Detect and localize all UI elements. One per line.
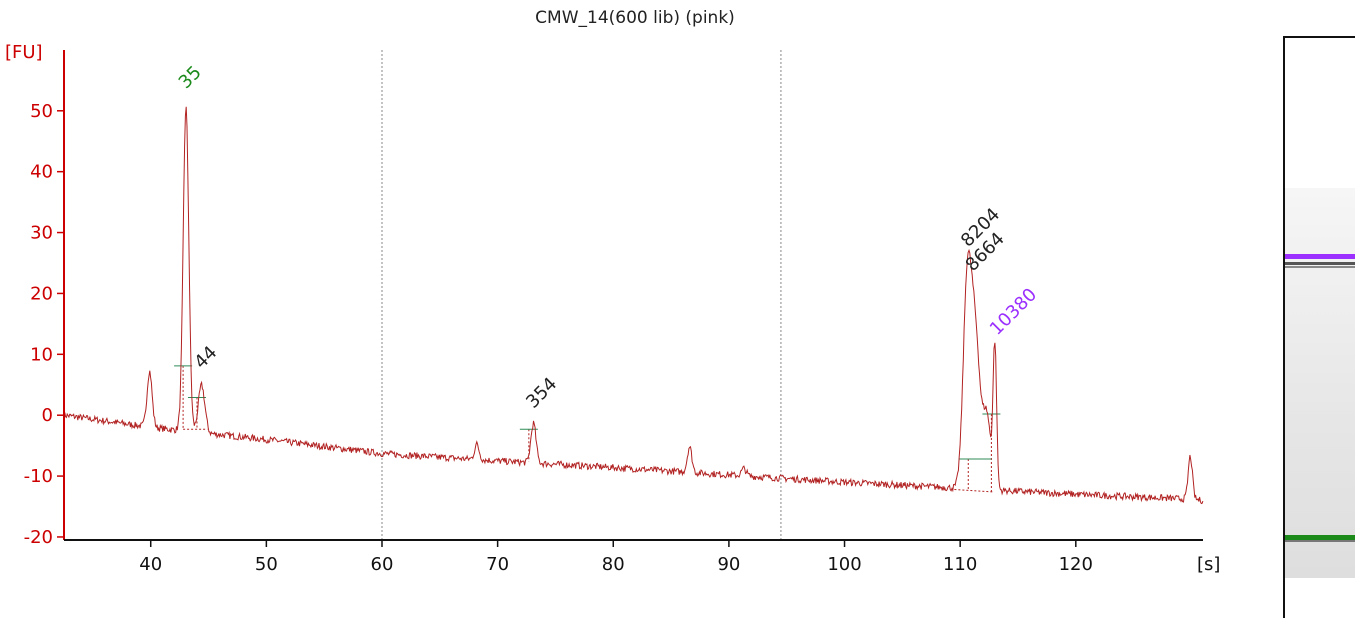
x-tick-label: 100	[827, 554, 861, 575]
x-tick-label: 40	[139, 554, 162, 575]
y-tick-label: -10	[24, 466, 53, 487]
integration-baseline	[954, 488, 994, 493]
chart-title: CMW_14(600 lib) (pink)	[535, 8, 735, 28]
y-tick-label: 20	[30, 283, 53, 304]
gel-band	[1285, 540, 1355, 542]
x-tick-label: 60	[371, 554, 394, 575]
gel-image-panel	[1283, 36, 1355, 618]
fluorescence-trace	[63, 106, 1204, 505]
x-tick-label: 120	[1059, 554, 1093, 575]
y-tick-label: 30	[30, 223, 53, 244]
y-axis-label: [FU]	[5, 42, 43, 63]
axes: -20 -10 0 10 20 30 40 50 [FU] 40 50 60 70 80 90 100 110 1…	[5, 42, 1220, 575]
peak-label: 44	[190, 342, 221, 373]
x-tick-label: 70	[486, 554, 509, 575]
gel-band	[1285, 254, 1355, 259]
x-tick-label: 110	[943, 554, 977, 575]
gel-band	[1285, 535, 1355, 540]
integration-markers	[174, 365, 1001, 493]
peak-label: 354	[522, 373, 561, 412]
x-tick-label: 80	[602, 554, 625, 575]
y-tick-label: 50	[30, 101, 53, 122]
x-tick-label: 50	[255, 554, 278, 575]
gel-band	[1285, 266, 1355, 268]
y-tick-label: 40	[30, 162, 53, 183]
gel-lane	[1285, 188, 1355, 578]
vertical-markers	[381, 50, 782, 540]
peak-label: 10380	[986, 284, 1041, 339]
x-tick-label: 90	[717, 554, 740, 575]
y-tick-label: 0	[42, 405, 53, 426]
y-tick-label: 10	[30, 344, 53, 365]
y-tick-label: -20	[24, 527, 53, 548]
electropherogram-plot: -20 -10 0 10 20 30 40 50 [FU] 40 50 60 70 80 90 100 110 1…	[5, 42, 1220, 575]
gel-band	[1285, 262, 1355, 265]
x-axis-label: [s]	[1197, 554, 1220, 575]
peak-label: 35	[175, 62, 206, 93]
